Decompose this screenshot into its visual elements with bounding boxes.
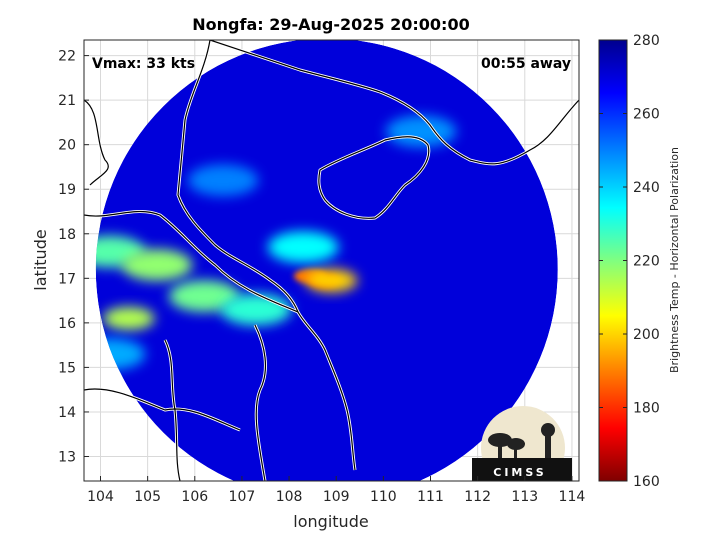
- swath-feature: [305, 268, 358, 293]
- swath-feature: [102, 306, 155, 331]
- colorbar: 160 180 200 220 240 260 280 Brightness Temp - …: [598, 33, 681, 490]
- y-tick-label: 14: [58, 405, 76, 421]
- x-tick-label: 112: [464, 489, 491, 505]
- colorbar-gradient: [598, 39, 628, 482]
- y-tick-label: 19: [58, 182, 76, 198]
- border-north-vietnam-inner: [84, 99, 109, 186]
- x-tick-label: 114: [559, 489, 586, 505]
- plot-frame: [83, 39, 580, 482]
- x-tick-label: 105: [134, 489, 161, 505]
- border-cambodia-inner: [84, 388, 241, 431]
- coastlines: [84, 40, 579, 481]
- y-tick-label: 13: [58, 450, 76, 466]
- colorbar-tick-label: 260: [633, 107, 660, 123]
- x-tick-label: 109: [323, 489, 350, 505]
- colorbar-tick-label: 240: [633, 180, 660, 196]
- swath-feature: [385, 115, 457, 148]
- swath-features: [95, 115, 457, 370]
- x-tick-label: 113: [511, 489, 538, 505]
- colorbar-tick-label: 220: [633, 254, 660, 270]
- y-tick-label: 18: [58, 227, 76, 243]
- coast-vietnam-north-inner: [177, 40, 356, 471]
- swath-feature: [121, 249, 193, 281]
- plot-area: CIMSS 104 105 106 107 108 109 110 111 112 113 114 …: [58, 39, 585, 505]
- x-tick-label: 110: [370, 489, 397, 505]
- y-tick-label: 15: [58, 360, 76, 376]
- x-ticks: 104 105 106 107 108 109 110 111 112 113 114: [87, 476, 585, 505]
- colorbar-label: Brightness Temp - Horizontal Polarizatio…: [668, 147, 681, 373]
- swath-feature: [187, 164, 259, 197]
- cimss-logo: CIMSS: [472, 406, 572, 481]
- colorbar-tick-label: 280: [633, 33, 660, 49]
- chart-title: Nongfa: 29-Aug-2025 20:00:00: [192, 15, 469, 34]
- swath-feature: [267, 231, 339, 264]
- time-away-label: 00:55 away: [481, 56, 571, 72]
- y-tick-label: 20: [58, 138, 76, 154]
- x-tick-label: 111: [417, 489, 444, 505]
- y-ticks: 13 14 15 16 17 18 19 20 21 22: [58, 49, 89, 466]
- logo-text: CIMSS: [493, 466, 546, 479]
- y-tick-label: 17: [58, 271, 76, 287]
- coast-hainan-inner: [318, 136, 430, 219]
- x-tick-label: 104: [87, 489, 114, 505]
- y-axis-label: latitude: [31, 229, 50, 290]
- x-tick-label: 106: [181, 489, 208, 505]
- vmax-label: Vmax: 33 kts: [92, 56, 195, 72]
- colorbar-tick-label: 180: [633, 401, 660, 417]
- colorbar-tick-label: 160: [633, 474, 660, 490]
- y-tick-label: 16: [58, 316, 76, 332]
- border-laos-vietnam-inner: [84, 210, 299, 313]
- swath-feature: [168, 280, 240, 313]
- y-tick-label: 21: [58, 93, 76, 109]
- colorbar-tick-label: 200: [633, 327, 660, 343]
- colorbar-ticks: 160 180 200 220 240 260 280: [599, 33, 660, 490]
- x-tick-label: 108: [276, 489, 303, 505]
- swath: [95, 40, 558, 481]
- swath-feature: [220, 293, 292, 326]
- x-tick-label: 107: [229, 489, 256, 505]
- border-vietnam-inner-line: [254, 324, 266, 481]
- coast-china-south-inner: [209, 40, 579, 165]
- y-tick-label: 22: [58, 49, 76, 65]
- x-axis-label: longitude: [293, 512, 368, 531]
- border-laos-thailand-inner: [164, 339, 181, 481]
